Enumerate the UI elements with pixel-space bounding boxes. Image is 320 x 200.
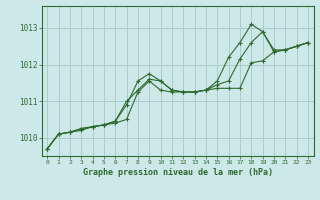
X-axis label: Graphe pression niveau de la mer (hPa): Graphe pression niveau de la mer (hPa): [83, 168, 273, 177]
